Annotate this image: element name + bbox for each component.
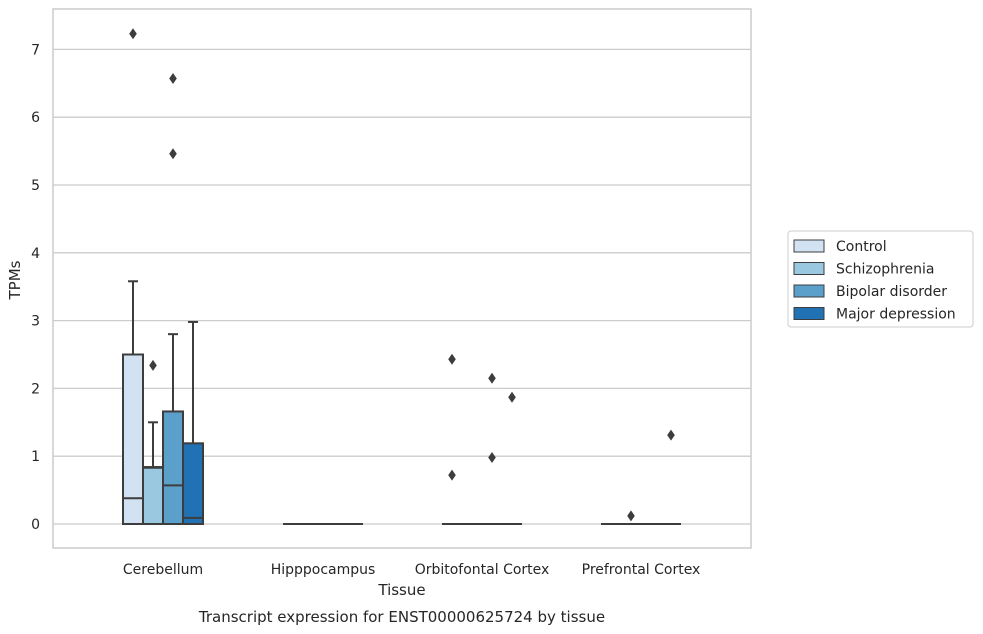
figure-caption: Transcript expression for ENST0000062572… xyxy=(198,608,605,626)
y-tick-label: 6 xyxy=(31,110,40,126)
legend-item-bipolar-disorder: Bipolar disorder xyxy=(793,284,947,300)
legend-swatch xyxy=(793,262,825,275)
y-axis-label: TPMs xyxy=(6,260,24,300)
y-axis-ticks: 0 1 2 3 4 5 6 7 xyxy=(31,42,40,533)
outlier-point xyxy=(508,391,516,403)
box-control-cerebellum xyxy=(122,280,144,525)
legend-label: Control xyxy=(836,239,887,255)
box-major-depression-cerebellum xyxy=(182,320,204,525)
outlier-point xyxy=(149,359,157,371)
legend-swatch xyxy=(793,239,825,253)
x-tick-label: Prefrontal Cortex xyxy=(582,562,701,578)
boxes xyxy=(122,280,681,526)
outlier-point xyxy=(488,452,496,464)
box-body xyxy=(142,466,164,526)
y-tick-label: 1 xyxy=(31,449,40,465)
outlier-point xyxy=(627,510,635,522)
outlier-point xyxy=(488,372,496,384)
box-body xyxy=(162,410,184,525)
legend-item-control: Control xyxy=(793,239,887,255)
y-tick-label: 4 xyxy=(31,246,40,262)
legend-item-schizophrenia: Schizophrenia xyxy=(793,262,934,278)
plot-frame xyxy=(52,8,752,549)
box-body xyxy=(122,353,144,525)
outlier-point xyxy=(448,353,456,365)
legend: Control Schizophrenia Bipolar disorder Majo… xyxy=(787,230,974,328)
legend-label: Schizophrenia xyxy=(836,262,934,278)
grid-lines xyxy=(53,48,751,525)
outliers xyxy=(129,28,675,522)
outlier-point xyxy=(667,429,675,441)
legend-item-major-depression: Major depression xyxy=(793,307,956,323)
x-tick-label: Cerebellum xyxy=(123,562,203,578)
legend-label: Bipolar disorder xyxy=(836,284,947,300)
y-tick-label: 2 xyxy=(31,381,40,397)
box-schizophrenia-cerebellum xyxy=(142,421,164,526)
outlier-point xyxy=(129,28,137,40)
legend-frame xyxy=(787,230,974,328)
legend-swatch xyxy=(793,307,825,320)
outlier-point xyxy=(169,73,177,85)
legend-label: Major depression xyxy=(836,307,956,323)
y-tick-label: 0 xyxy=(31,517,40,533)
y-tick-label: 5 xyxy=(31,178,40,194)
legend-swatch xyxy=(793,284,825,298)
x-tick-label: Hipppocampus xyxy=(271,562,376,578)
outlier-point xyxy=(448,469,456,481)
outlier-point xyxy=(169,148,177,160)
x-axis-ticks: Cerebellum Hipppocampus Orbitofontal Corte… xyxy=(123,562,700,578)
box-body xyxy=(182,442,204,525)
y-tick-label: 7 xyxy=(31,42,40,58)
x-axis-label: Tissue xyxy=(377,581,425,599)
y-tick-label: 3 xyxy=(31,314,40,330)
x-tick-label: Orbitofontal Cortex xyxy=(415,562,550,578)
box-bipolar-disorder-cerebellum xyxy=(162,333,184,525)
